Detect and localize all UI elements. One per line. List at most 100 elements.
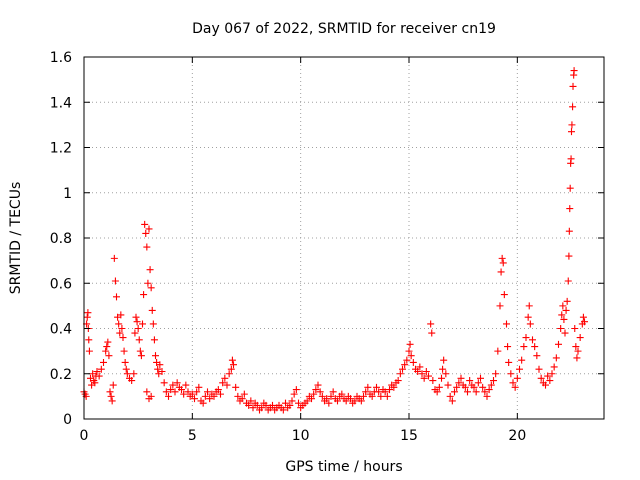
data-point xyxy=(217,390,224,398)
data-point xyxy=(111,277,119,285)
data-point xyxy=(457,374,465,382)
data-point xyxy=(552,354,560,362)
data-point xyxy=(103,343,111,351)
data-point xyxy=(139,320,146,328)
data-point xyxy=(396,370,404,378)
data-point xyxy=(227,365,235,373)
data-point xyxy=(269,401,276,409)
data-point xyxy=(438,374,445,382)
data-point xyxy=(188,390,196,398)
data-point xyxy=(494,347,502,355)
data-point xyxy=(122,365,130,373)
data-point xyxy=(279,406,287,414)
data-point xyxy=(427,320,435,328)
data-point xyxy=(221,374,229,382)
data-point xyxy=(329,388,337,396)
data-point xyxy=(249,404,257,412)
data-point xyxy=(342,397,350,405)
data-point xyxy=(303,397,311,405)
data-point xyxy=(184,388,192,396)
data-point xyxy=(318,392,326,400)
data-point xyxy=(570,67,578,75)
data-point xyxy=(234,392,242,400)
data-point xyxy=(409,358,417,366)
data-point xyxy=(310,390,318,398)
y-tick-label: 0.6 xyxy=(50,276,72,292)
data-point xyxy=(141,220,149,228)
data-point xyxy=(262,401,270,409)
data-point xyxy=(146,266,154,274)
data-point xyxy=(152,352,159,360)
data-point xyxy=(288,397,296,405)
data-point xyxy=(121,358,129,366)
data-point xyxy=(375,388,383,396)
data-point xyxy=(97,365,105,373)
data-point xyxy=(136,347,144,355)
data-point xyxy=(135,336,143,344)
data-point xyxy=(148,306,156,314)
data-point xyxy=(490,377,497,385)
data-point xyxy=(568,128,575,136)
data-point xyxy=(562,306,570,314)
data-point xyxy=(95,372,103,380)
data-point xyxy=(477,374,484,382)
data-point xyxy=(165,392,172,400)
data-point xyxy=(511,383,519,391)
data-point xyxy=(167,386,175,394)
data-point xyxy=(381,388,389,396)
data-point xyxy=(442,370,450,378)
data-point xyxy=(453,383,461,391)
data-point xyxy=(548,370,556,378)
data-point xyxy=(173,379,181,387)
data-point xyxy=(144,279,152,287)
data-point xyxy=(499,259,507,267)
data-point xyxy=(448,397,456,405)
data-point xyxy=(416,363,424,371)
data-point xyxy=(405,347,413,355)
data-point xyxy=(550,363,558,371)
data-point xyxy=(191,395,198,403)
data-point xyxy=(143,388,151,396)
data-point xyxy=(143,243,151,251)
data-point xyxy=(497,268,505,276)
data-point xyxy=(440,356,448,364)
data-point xyxy=(85,347,93,355)
data-point xyxy=(455,379,463,387)
data-point xyxy=(418,370,426,378)
data-point xyxy=(529,336,536,344)
data-point xyxy=(133,318,141,326)
data-point xyxy=(154,365,162,373)
data-point xyxy=(295,399,302,407)
data-point xyxy=(117,311,125,319)
y-tick-label: 1.4 xyxy=(50,95,72,111)
data-point xyxy=(524,313,532,321)
data-point xyxy=(123,370,131,378)
data-point xyxy=(120,347,128,355)
y-axis-title: SRMTID / TECUs xyxy=(8,182,24,295)
data-point xyxy=(407,352,415,360)
data-point xyxy=(504,343,512,351)
data-point xyxy=(377,392,385,400)
data-point xyxy=(560,315,568,323)
data-point xyxy=(558,311,566,319)
data-point xyxy=(253,401,261,409)
data-point xyxy=(131,329,139,337)
data-point xyxy=(500,291,508,299)
data-point xyxy=(201,392,209,400)
data-point xyxy=(461,383,469,391)
data-point xyxy=(292,386,300,394)
data-point xyxy=(509,379,517,387)
data-point xyxy=(470,383,478,391)
data-point xyxy=(132,313,140,321)
data-point xyxy=(403,356,411,364)
y-tick-label: 1.2 xyxy=(50,141,72,157)
data-point xyxy=(446,392,454,400)
data-point xyxy=(109,381,117,389)
data-point xyxy=(130,370,138,378)
data-point xyxy=(149,320,157,328)
data-point xyxy=(351,397,359,405)
data-point xyxy=(401,361,409,369)
data-point xyxy=(564,277,572,285)
data-point xyxy=(557,325,565,332)
